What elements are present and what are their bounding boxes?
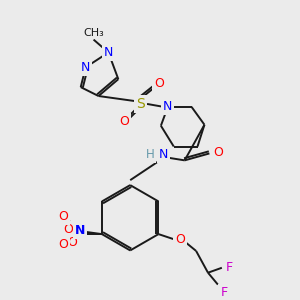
- Text: O: O: [63, 223, 73, 236]
- Text: N: N: [81, 61, 90, 74]
- Text: CH₃: CH₃: [83, 28, 104, 38]
- Text: F: F: [226, 261, 233, 274]
- Text: N: N: [104, 46, 113, 59]
- Text: O: O: [175, 232, 185, 246]
- Text: O: O: [213, 146, 223, 159]
- Text: F: F: [220, 286, 227, 299]
- Text: N: N: [159, 148, 169, 161]
- Text: S: S: [136, 97, 145, 111]
- Text: N: N: [75, 223, 85, 236]
- Text: H: H: [146, 148, 154, 161]
- Text: O: O: [67, 236, 77, 248]
- Text: N: N: [163, 100, 172, 113]
- Text: O: O: [119, 115, 129, 128]
- Text: N: N: [75, 224, 85, 237]
- Text: O: O: [58, 210, 68, 223]
- Text: O: O: [58, 238, 68, 251]
- Text: O: O: [154, 77, 164, 90]
